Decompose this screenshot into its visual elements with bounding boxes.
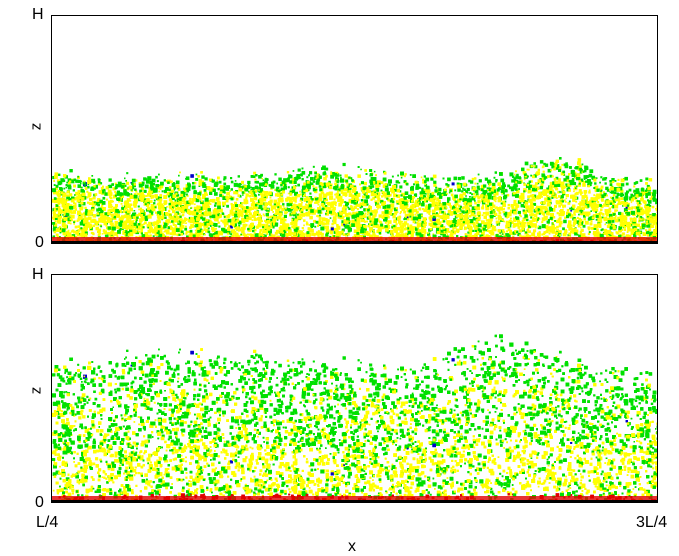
top-y-tick-H: H: [32, 6, 44, 24]
top-field-plot: [52, 157, 657, 243]
wall-line: [52, 500, 657, 502]
bottom-panel: [51, 274, 658, 503]
x-axis-label: x: [348, 538, 356, 556]
bottom-y-tick-H: H: [32, 266, 44, 284]
bottom-y-axis-label: z: [27, 387, 44, 395]
x-tick-left: L/4: [36, 514, 58, 532]
speckle-field: [52, 334, 657, 502]
near-wall-band: [52, 237, 657, 241]
x-tick-right: 3L/4: [636, 514, 667, 532]
wall-line: [52, 241, 657, 243]
bottom-field-plot: [52, 334, 657, 502]
bottom-y-tick-0: 0: [35, 494, 44, 512]
speckle-field: [52, 157, 657, 243]
top-y-tick-0: 0: [35, 234, 44, 252]
near-wall-band: [52, 496, 657, 500]
top-panel: [51, 15, 658, 244]
top-y-axis-label: z: [27, 123, 44, 131]
